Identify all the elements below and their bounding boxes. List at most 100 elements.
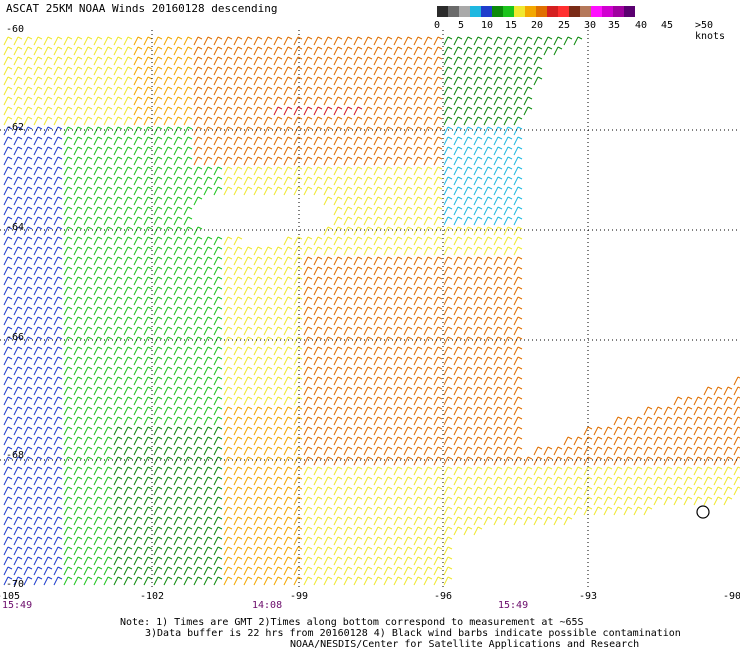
wind-barb xyxy=(133,166,143,176)
wind-barb xyxy=(133,566,143,576)
wind-barb xyxy=(73,436,83,446)
wind-barb xyxy=(523,466,533,476)
wind-barb xyxy=(3,556,13,566)
wind-barb xyxy=(323,146,333,156)
wind-barb xyxy=(343,126,353,136)
wind-barb xyxy=(343,206,353,216)
wind-barb xyxy=(33,556,43,566)
wind-barb xyxy=(493,406,503,416)
wind-barb xyxy=(203,36,213,46)
wind-barb xyxy=(83,426,93,436)
wind-barb xyxy=(163,216,173,226)
wind-barb xyxy=(283,386,293,396)
wind-barb xyxy=(333,156,343,166)
wind-barb xyxy=(13,76,23,86)
wind-barb xyxy=(63,36,73,46)
wind-barb xyxy=(533,476,543,486)
wind-barb xyxy=(113,256,123,266)
wind-barb xyxy=(233,346,243,356)
wind-barb xyxy=(733,456,740,466)
wind-barb xyxy=(373,46,383,56)
wind-barb xyxy=(143,66,153,76)
wind-barb xyxy=(93,166,103,176)
wind-barb xyxy=(423,376,433,386)
wind-barb xyxy=(3,346,13,356)
wind-barb xyxy=(453,516,463,526)
wind-barb xyxy=(213,526,223,536)
wind-barb xyxy=(103,206,113,216)
wind-barb xyxy=(213,376,223,386)
wind-barb xyxy=(23,436,33,446)
wind-barb xyxy=(323,366,333,376)
wind-barb xyxy=(473,356,483,366)
wind-barb xyxy=(73,36,83,46)
wind-barb xyxy=(473,386,483,396)
wind-barb xyxy=(203,236,213,246)
wind-barb xyxy=(23,566,33,576)
wind-barb xyxy=(53,446,63,456)
wind-barb xyxy=(373,506,383,516)
wind-barb xyxy=(313,106,323,116)
wind-barb xyxy=(63,86,73,96)
wind-barb xyxy=(193,316,203,326)
wind-barb xyxy=(513,396,523,406)
wind-barb xyxy=(163,446,173,456)
wind-barb xyxy=(293,466,303,476)
wind-barb xyxy=(63,146,73,156)
wind-barb xyxy=(353,106,363,116)
wind-barb xyxy=(333,456,343,466)
wind-barb xyxy=(443,106,453,116)
wind-barb xyxy=(363,66,373,76)
wind-barb xyxy=(293,236,303,246)
wind-barb xyxy=(303,96,313,106)
wind-barb xyxy=(153,146,163,156)
wind-barb xyxy=(423,566,433,576)
wind-barb xyxy=(393,66,403,76)
scale-swatch xyxy=(580,6,591,17)
wind-barb xyxy=(203,536,213,546)
wind-barb xyxy=(93,36,103,46)
wind-barb xyxy=(383,416,393,426)
scale-swatch xyxy=(470,6,481,17)
wind-barb xyxy=(313,426,323,436)
wind-barb xyxy=(173,66,183,76)
wind-barb xyxy=(433,436,443,446)
wind-barb xyxy=(233,186,243,196)
wind-barb xyxy=(243,66,253,76)
wind-barb xyxy=(93,186,103,196)
wind-barb xyxy=(93,206,103,216)
wind-barb xyxy=(133,66,143,76)
wind-barb xyxy=(143,236,153,246)
wind-barb xyxy=(303,356,313,366)
wind-barb xyxy=(413,366,423,376)
wind-barb xyxy=(213,66,223,76)
wind-barb xyxy=(73,126,83,136)
wind-barb xyxy=(443,386,453,396)
wind-barb xyxy=(363,46,373,56)
wind-barb xyxy=(453,526,463,536)
wind-barb xyxy=(33,436,43,446)
wind-barb xyxy=(53,146,63,156)
wind-barb xyxy=(523,486,533,496)
wind-barb xyxy=(133,76,143,86)
wind-barb xyxy=(143,426,153,436)
wind-barb xyxy=(403,466,413,476)
wind-barb xyxy=(93,436,103,446)
wind-barb xyxy=(393,566,403,576)
wind-barb xyxy=(373,386,383,396)
wind-barb xyxy=(163,466,173,476)
wind-barb xyxy=(463,466,473,476)
wind-barb xyxy=(43,146,53,156)
wind-barb xyxy=(653,406,663,416)
wind-barb xyxy=(243,166,253,176)
wind-barb xyxy=(253,146,263,156)
wind-barb xyxy=(403,196,413,206)
wind-barb xyxy=(613,466,623,476)
wind-barb xyxy=(193,56,203,66)
wind-barb xyxy=(143,96,153,106)
wind-barb xyxy=(443,536,453,546)
wind-barb xyxy=(453,176,463,186)
wind-barb xyxy=(253,576,263,586)
wind-barb xyxy=(653,456,663,466)
wind-barb xyxy=(173,536,183,546)
